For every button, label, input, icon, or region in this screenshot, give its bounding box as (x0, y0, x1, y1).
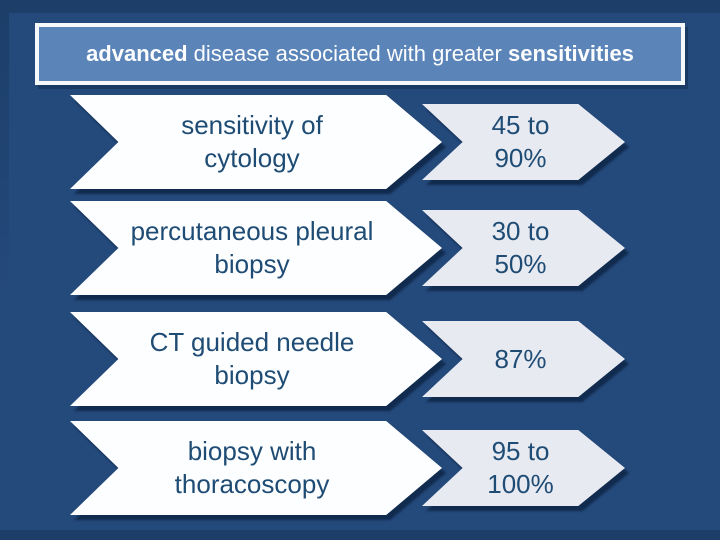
process-row-cytology: 45 to 90% sensitivity of cytology (0, 95, 720, 189)
label-text: percutaneous pleural biopsy (130, 216, 374, 279)
value-text: 95 to 100% (487, 436, 554, 499)
title-text-middle: disease associated with greater (187, 41, 508, 66)
value-arrow-shape: 87% (422, 321, 625, 397)
value-arrow-shape: 95 to 100% (422, 430, 625, 506)
value-chevron: 95 to 100% (422, 430, 625, 506)
label-arrow-shape: CT guided needle biopsy (70, 312, 442, 406)
label-text: CT guided needle biopsy (149, 327, 355, 390)
label-arrow-shape: biopsy with thoracoscopy (70, 421, 442, 515)
value-text: 87% (494, 343, 547, 374)
label-arrow-shape: sensitivity of cytology (70, 95, 442, 189)
value-text: 30 to 50% (491, 216, 550, 279)
label-chevron: sensitivity of cytology (70, 95, 442, 189)
label-text: biopsy with thoracoscopy (174, 436, 330, 499)
value-chevron: 45 to 90% (422, 104, 625, 180)
value-chevron: 87% (422, 321, 625, 397)
process-row-thoracoscopy: 95 to 100% biopsy with thoracoscopy (0, 421, 720, 515)
title-text-tail: sensitivities (507, 41, 634, 66)
label-chevron: CT guided needle biopsy (70, 312, 442, 406)
process-row-ct-needle-biopsy: 87% CT guided needle biopsy (0, 312, 720, 406)
value-chevron: 30 to 50% (422, 210, 625, 286)
value-arrow-shape: 30 to 50% (422, 210, 625, 286)
process-row-percutaneous-biopsy: 30 to 50% percutaneous pleural biopsy (0, 201, 720, 295)
value-arrow-shape: 45 to 90% (422, 104, 625, 180)
label-chevron: percutaneous pleural biopsy (70, 201, 442, 295)
label-arrow-shape: percutaneous pleural biopsy (70, 201, 442, 295)
label-chevron: biopsy with thoracoscopy (70, 421, 442, 515)
title-banner: advanced disease associated with greater… (35, 23, 685, 85)
label-text: sensitivity of cytology (181, 110, 323, 173)
value-text: 45 to 90% (491, 110, 550, 173)
title-text-lead: advanced (86, 41, 188, 66)
